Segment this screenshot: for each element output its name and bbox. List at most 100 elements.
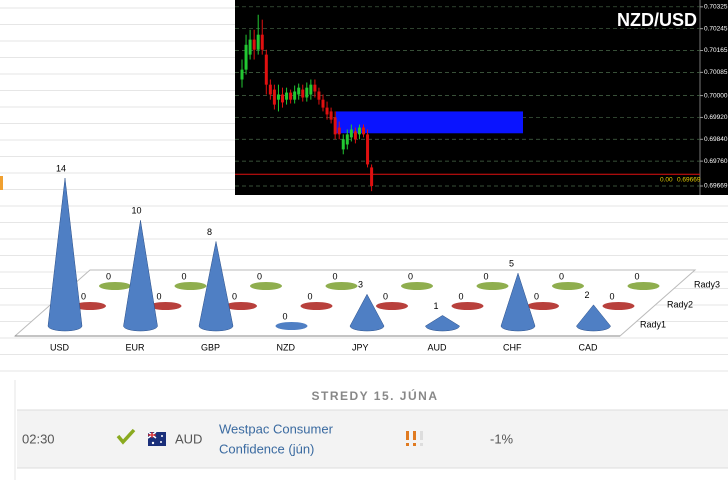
value-label: 14 <box>56 163 66 173</box>
check-icon <box>116 428 136 445</box>
candle-body <box>337 127 341 135</box>
value-label: 2 <box>585 290 590 300</box>
cone <box>123 220 158 332</box>
cone <box>349 293 385 332</box>
value-label: 0 <box>610 291 615 301</box>
value-label: 10 <box>132 206 142 216</box>
value-label: 0 <box>106 271 111 281</box>
candle-body <box>301 89 305 98</box>
cone <box>500 272 536 332</box>
candle-body <box>260 34 264 50</box>
y-tick-label: 0.70000 <box>704 92 728 99</box>
y-tick-label: 0.69760 <box>704 158 728 165</box>
cone-base <box>250 282 282 290</box>
candle-body <box>353 131 357 140</box>
candle-body <box>321 99 325 108</box>
candle-body <box>289 92 293 100</box>
candle-body <box>309 84 313 95</box>
event-time: 02:30 <box>22 431 55 446</box>
candle-body <box>240 69 244 80</box>
y-tick-label: 0.69840 <box>704 136 728 143</box>
value-label: 0 <box>408 271 413 281</box>
x-tick-label: EUR <box>126 342 146 352</box>
zone <box>336 111 523 134</box>
cone-base <box>149 302 182 310</box>
value-label: 8 <box>207 227 212 237</box>
candle-body <box>276 94 280 100</box>
candle-body <box>370 167 374 186</box>
event-title[interactable]: Westpac Consumer <box>219 421 334 436</box>
value-label: 3 <box>358 280 363 290</box>
candle-body <box>325 107 329 115</box>
candle-body <box>333 117 337 135</box>
cone-base <box>275 322 308 330</box>
x-tick-label: NZD <box>277 342 296 352</box>
cone-base <box>602 302 635 310</box>
chart-title: NZD/USD <box>617 10 697 30</box>
candle-body <box>272 89 276 105</box>
x-tick-label: CAD <box>579 342 599 352</box>
candle-body <box>268 84 272 95</box>
value-label: 0 <box>283 311 288 321</box>
candle-body <box>281 94 284 103</box>
value-label: 0 <box>333 271 338 281</box>
event-actual: -1% <box>490 431 514 446</box>
calendar-row[interactable] <box>17 410 728 468</box>
candle-body <box>297 87 301 95</box>
cone-base <box>99 282 131 290</box>
y-tick-label: 0.70165 <box>704 47 728 54</box>
cone-base <box>552 282 584 290</box>
chart-background <box>235 0 728 195</box>
x-tick-label: GBP <box>201 342 220 352</box>
value-label: 0 <box>383 291 388 301</box>
importance-icon <box>406 431 423 446</box>
legend-label: Rady2 <box>667 299 693 309</box>
cone <box>576 304 611 332</box>
candle-body <box>357 127 361 135</box>
candle-body <box>305 87 309 98</box>
x-tick-label: JPY <box>352 342 369 352</box>
value-label: 0 <box>534 291 539 301</box>
cone-base <box>627 282 660 290</box>
cone-base <box>401 282 433 290</box>
candle-body <box>366 134 370 165</box>
cone-base <box>451 302 484 310</box>
candlestick-chart: 0.70325 0.70245 0.70165 0.70085 0.70000 0.699… <box>235 0 728 195</box>
candle-body <box>313 84 317 92</box>
legend-label: Rady1 <box>640 319 666 329</box>
candle-body <box>264 54 268 85</box>
annotation: 0.69669 <box>677 177 701 184</box>
value-label: 0 <box>232 291 237 301</box>
cone <box>198 241 234 332</box>
y-tick-label: 0.69920 <box>704 114 728 121</box>
cone-base <box>476 282 509 290</box>
value-label: 0 <box>157 291 162 301</box>
value-label: 0 <box>635 271 640 281</box>
value-label: 0 <box>81 291 86 301</box>
candle-body <box>252 39 256 50</box>
candle-body <box>317 91 321 100</box>
cone <box>47 177 83 332</box>
cone-base <box>376 302 408 310</box>
cone-base <box>325 282 358 290</box>
y-tick-label: 0.70085 <box>704 69 728 76</box>
candle-body <box>329 111 333 120</box>
value-label: 0 <box>257 271 262 281</box>
cone-base <box>527 302 559 310</box>
candle-body <box>256 34 260 50</box>
candle-body <box>285 92 289 100</box>
y-tick-label: 0.70325 <box>704 4 728 11</box>
event-title[interactable]: Confidence (jún) <box>219 441 314 456</box>
value-label: 0 <box>484 271 489 281</box>
value-label: 0 <box>559 271 564 281</box>
cone <box>425 315 460 332</box>
legend-label: Rady3 <box>694 279 720 289</box>
cone-base <box>74 302 106 310</box>
candle-body <box>293 91 297 100</box>
value-label: 0 <box>182 271 187 281</box>
candle-body <box>349 129 353 138</box>
value-label: 5 <box>509 259 514 269</box>
y-tick-label: 0.70245 <box>704 25 728 32</box>
flag-icon <box>147 431 166 446</box>
